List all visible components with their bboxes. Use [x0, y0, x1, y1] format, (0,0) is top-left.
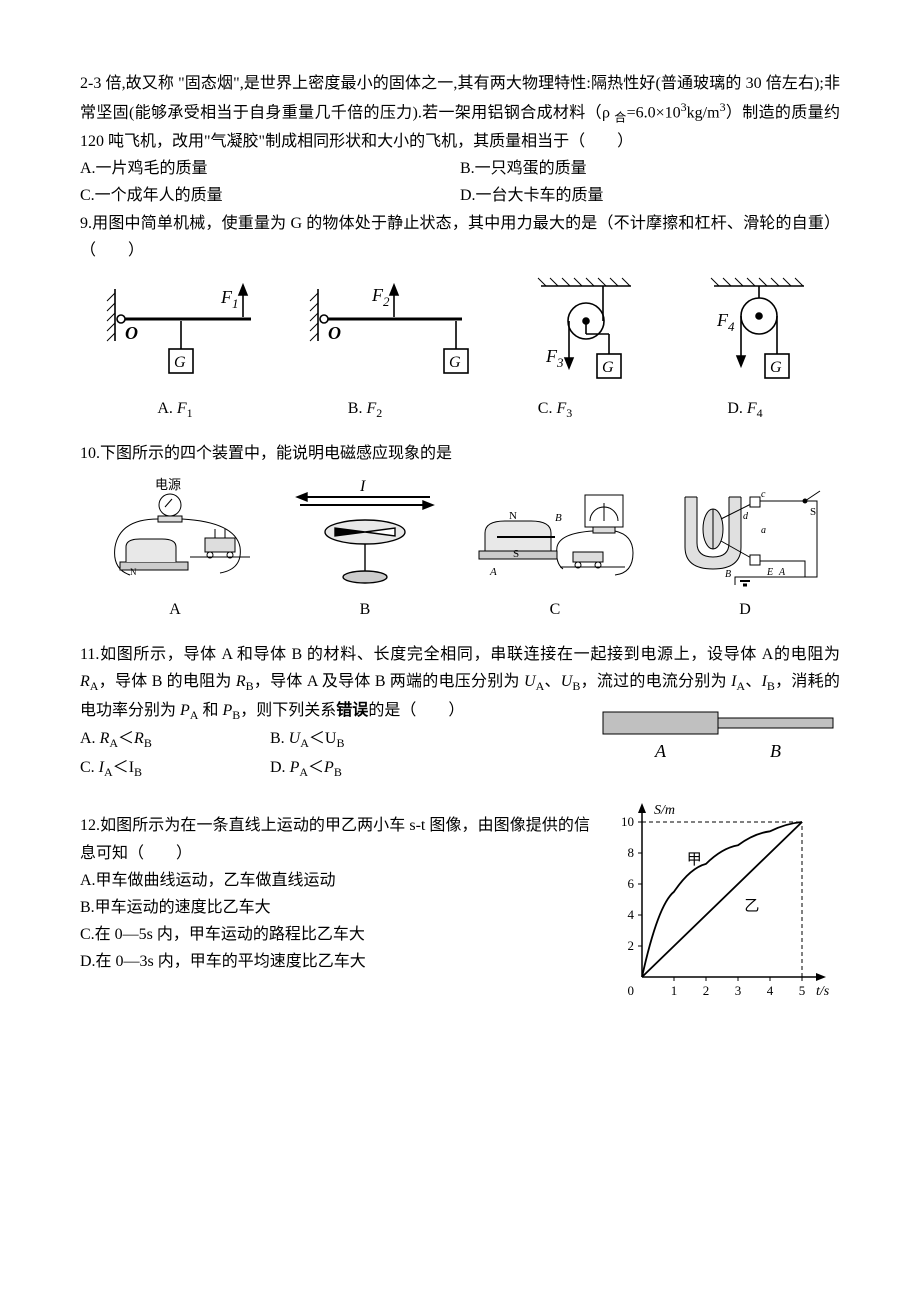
- q11-optD: D. PA＜PB: [270, 754, 460, 783]
- svg-text:6: 6: [628, 876, 635, 891]
- q11-optB: B. UA＜UB: [270, 725, 460, 754]
- svg-text:N: N: [130, 567, 137, 577]
- q9-g4: G: [770, 359, 782, 376]
- q10-figures: 电源 N I: [80, 477, 840, 592]
- q8-optC: C.一个成年人的质量: [80, 182, 460, 209]
- q11: 11.如图所示，导体 A 和导体 B 的材料、长度完全相同，串联连接在一起接到电…: [80, 641, 840, 783]
- q10-figB: I: [285, 477, 445, 592]
- q10-figC: N S A B: [465, 477, 645, 592]
- q8-rho-unit: kg/m: [687, 105, 720, 122]
- svg-text:t/s: t/s: [816, 984, 830, 999]
- q8-rho-expr: =6.0×10: [627, 105, 681, 122]
- svg-text:c: c: [761, 489, 766, 500]
- q9-figures: F1 O G F2 O G: [80, 276, 840, 391]
- q11-figure: A B: [600, 709, 840, 764]
- q8-optB: B.一只鸡蛋的质量: [460, 155, 840, 182]
- q8-rho-sub: 合: [614, 111, 626, 125]
- svg-text:0: 0: [628, 983, 635, 998]
- svg-text:S: S: [513, 548, 519, 560]
- svg-text:E: E: [766, 567, 773, 578]
- q8-options-1: A.一片鸡毛的质量 B.一只鸡蛋的质量: [80, 155, 840, 182]
- svg-text:A: A: [778, 567, 786, 578]
- svg-text:S/m: S/m: [654, 803, 675, 818]
- svg-text:I: I: [359, 478, 366, 495]
- q9-f3-label: F3: [545, 346, 564, 370]
- q9-labelB: B. F2: [270, 395, 460, 424]
- svg-text:A: A: [489, 566, 497, 578]
- q9-stem: 9.用图中简单机械，使重量为 G 的物体处于静止状态，其中用力最大的是（不计摩擦…: [80, 210, 840, 264]
- q9-g2: G: [449, 354, 461, 371]
- q8-options-2: C.一个成年人的质量 D.一台大卡车的质量: [80, 182, 840, 209]
- svg-text:4: 4: [628, 907, 635, 922]
- svg-text:B: B: [725, 569, 731, 580]
- svg-text:5: 5: [799, 983, 806, 998]
- svg-text:2: 2: [628, 938, 635, 953]
- q10-labelC: C: [460, 596, 650, 623]
- q11-A-label: A: [654, 741, 667, 761]
- q9-o2: O: [328, 323, 341, 343]
- q10-labelA: A: [80, 596, 270, 623]
- q10-labelB: B: [270, 596, 460, 623]
- q9-g1: G: [174, 354, 186, 371]
- q9-f4-label: F4: [716, 310, 735, 334]
- q8-optD: D.一台大卡车的质量: [460, 182, 840, 209]
- q9-o1: O: [125, 323, 138, 343]
- q9-fig4: F4 G: [689, 276, 819, 391]
- q11-B-label: B: [770, 741, 781, 761]
- svg-text:电源: 电源: [155, 477, 181, 492]
- svg-text:2: 2: [703, 983, 710, 998]
- q9-labelC: C. F3: [460, 395, 650, 424]
- q10-figD: S c a d B E A: [665, 477, 830, 592]
- q10-figA: 电源 N: [90, 477, 265, 592]
- q12: 12.如图所示为在一条直线上运动的甲乙两小车 s-t 图像，由图像提供的信息可知…: [80, 812, 840, 975]
- q9-f1-label: F1: [220, 287, 239, 311]
- q12-stem: 12.如图所示为在一条直线上运动的甲乙两小车 s-t 图像，由图像提供的信息可知…: [80, 812, 590, 866]
- q10-labelD: D: [650, 596, 840, 623]
- q9-labelA: A. F1: [80, 395, 270, 424]
- svg-text:甲: 甲: [687, 852, 702, 868]
- svg-text:4: 4: [767, 983, 774, 998]
- svg-text:10: 10: [621, 814, 634, 829]
- svg-text:a: a: [761, 525, 766, 536]
- svg-text:S: S: [810, 506, 816, 518]
- svg-text:8: 8: [628, 845, 635, 860]
- q9-fig1: F1 O G: [101, 281, 261, 391]
- q9-g3: G: [602, 359, 614, 376]
- svg-text:3: 3: [735, 983, 742, 998]
- q8-text: 2-3 倍,故又称 "固态烟",是世界上密度最小的固体之一,其有两大物理特性:隔…: [80, 70, 840, 155]
- svg-text:1: 1: [671, 983, 678, 998]
- q9-fig3: F3 G: [516, 276, 646, 391]
- q12-chart: 1 2 3 4 5 2 4 6 8 10 0 S/m t/s 甲乙: [600, 792, 840, 1007]
- svg-text:乙: 乙: [744, 899, 759, 915]
- q9-fig2: F2 O G: [304, 281, 474, 391]
- q9-f2-label: F2: [371, 285, 390, 309]
- q10-labels: A B C D: [80, 596, 840, 623]
- q8-optA: A.一片鸡毛的质量: [80, 155, 460, 182]
- q9-labelD: D. F4: [650, 395, 840, 424]
- q10-stem: 10.下图所示的四个装置中，能说明电磁感应现象的是: [80, 440, 840, 467]
- svg-text:N: N: [509, 510, 517, 522]
- svg-text:B: B: [555, 512, 562, 524]
- q11-optA: A. RA＜RB: [80, 725, 270, 754]
- q9-option-labels: A. F1 B. F2 C. F3 D. F4: [80, 395, 840, 424]
- q11-optC: C. IA＜IB: [80, 754, 270, 783]
- svg-text:d: d: [743, 511, 749, 522]
